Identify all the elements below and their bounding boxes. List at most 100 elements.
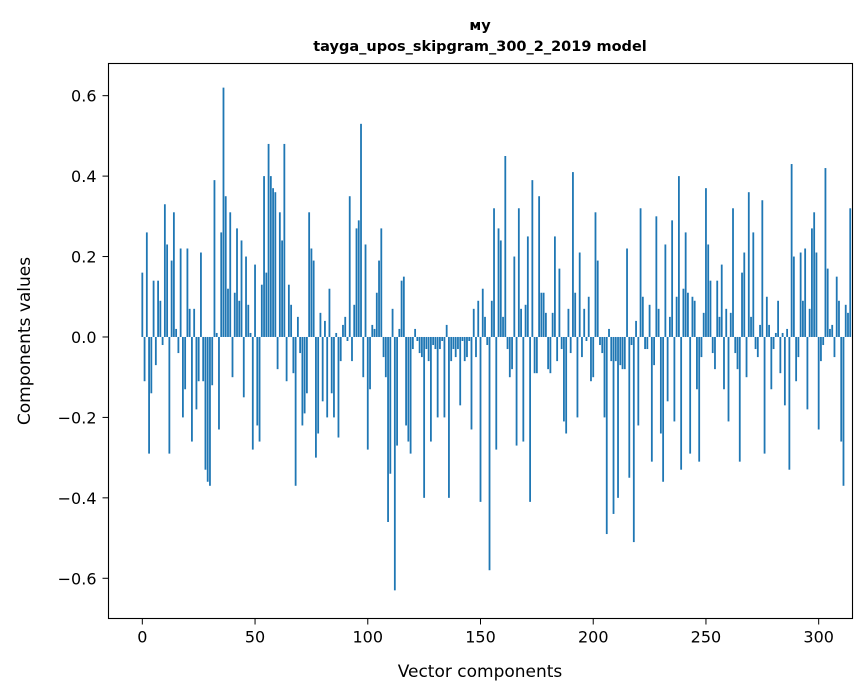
bar: [296, 316, 299, 337]
bar: [490, 300, 493, 337]
bar: [822, 336, 825, 346]
bar: [443, 336, 446, 418]
bar: [278, 212, 281, 337]
bar: [772, 336, 775, 350]
bar: [619, 336, 622, 366]
bar: [357, 220, 360, 337]
bar: [612, 336, 615, 514]
bar: [224, 196, 227, 337]
bar: [682, 288, 685, 337]
bar: [811, 228, 813, 337]
bar: [416, 336, 419, 341]
bar: [427, 336, 430, 362]
bar: [398, 328, 401, 337]
bar: [260, 284, 263, 337]
bar: [671, 220, 674, 337]
bar: [141, 272, 144, 337]
bar: [267, 143, 270, 337]
bar: [220, 232, 223, 337]
bar: [360, 123, 362, 337]
bar: [522, 336, 525, 442]
bar: [768, 324, 770, 337]
bar: [402, 276, 405, 337]
bar: [526, 236, 529, 337]
bar: [459, 336, 462, 406]
bar: [770, 336, 773, 390]
bar: [792, 256, 795, 337]
bar: [324, 320, 326, 337]
bar: [285, 336, 288, 382]
bar: [727, 336, 730, 422]
bar: [191, 336, 193, 442]
bar: [389, 336, 392, 474]
bar: [797, 336, 800, 358]
bar: [373, 328, 376, 337]
bar: [409, 336, 412, 454]
bar: [276, 336, 279, 370]
bar: [817, 336, 820, 430]
bar: [391, 308, 394, 337]
bar: [393, 336, 396, 591]
bar: [508, 336, 511, 378]
bar: [511, 336, 513, 370]
bar: [538, 196, 541, 337]
bar: [533, 336, 536, 374]
bar: [238, 300, 241, 337]
bar: [197, 336, 200, 382]
bar: [529, 336, 531, 502]
bar: [738, 336, 741, 462]
bar: [344, 316, 347, 337]
bar: [829, 328, 831, 337]
bar: [461, 336, 464, 341]
bar: [540, 292, 543, 337]
bar: [838, 300, 840, 337]
bar: [635, 320, 637, 337]
bar: [249, 332, 252, 337]
bar: [420, 336, 423, 358]
bar: [294, 336, 297, 486]
bar: [705, 188, 707, 337]
bar: [756, 336, 759, 358]
bar: [418, 336, 421, 354]
bar: [488, 336, 491, 571]
bar: [605, 336, 608, 535]
bar: [678, 176, 680, 337]
bar: [148, 336, 150, 454]
bar: [499, 240, 502, 337]
bar: [251, 336, 254, 450]
bar: [626, 248, 628, 337]
x-tick-label: 100: [352, 628, 383, 647]
bar: [231, 336, 234, 378]
bar: [188, 308, 191, 337]
bar: [547, 336, 550, 370]
bar: [339, 336, 342, 362]
bar: [353, 304, 356, 337]
bar: [698, 336, 701, 462]
bar: [515, 336, 518, 446]
y-axis-label: Components values: [15, 257, 35, 425]
bar: [441, 336, 444, 341]
bar: [513, 256, 516, 337]
bar: [720, 264, 723, 337]
bar: [306, 336, 308, 394]
x-axis-ticks: 0 50 100 150 200 250 300: [137, 618, 834, 647]
bar: [493, 208, 495, 337]
bar: [150, 336, 153, 394]
bar: [675, 296, 678, 337]
bar: [565, 336, 568, 434]
bar: [517, 208, 520, 337]
bar: [554, 236, 556, 337]
bar: [479, 336, 482, 502]
bar: [233, 292, 236, 337]
bar: [497, 228, 500, 337]
bar: [723, 336, 725, 390]
bar: [414, 328, 417, 337]
bar: [263, 176, 265, 337]
bar: [362, 336, 365, 378]
bar: [254, 264, 256, 337]
bar: [747, 192, 750, 337]
bar: [684, 232, 687, 337]
bar: [335, 332, 338, 337]
bar: [454, 336, 457, 358]
bar: [152, 280, 155, 337]
